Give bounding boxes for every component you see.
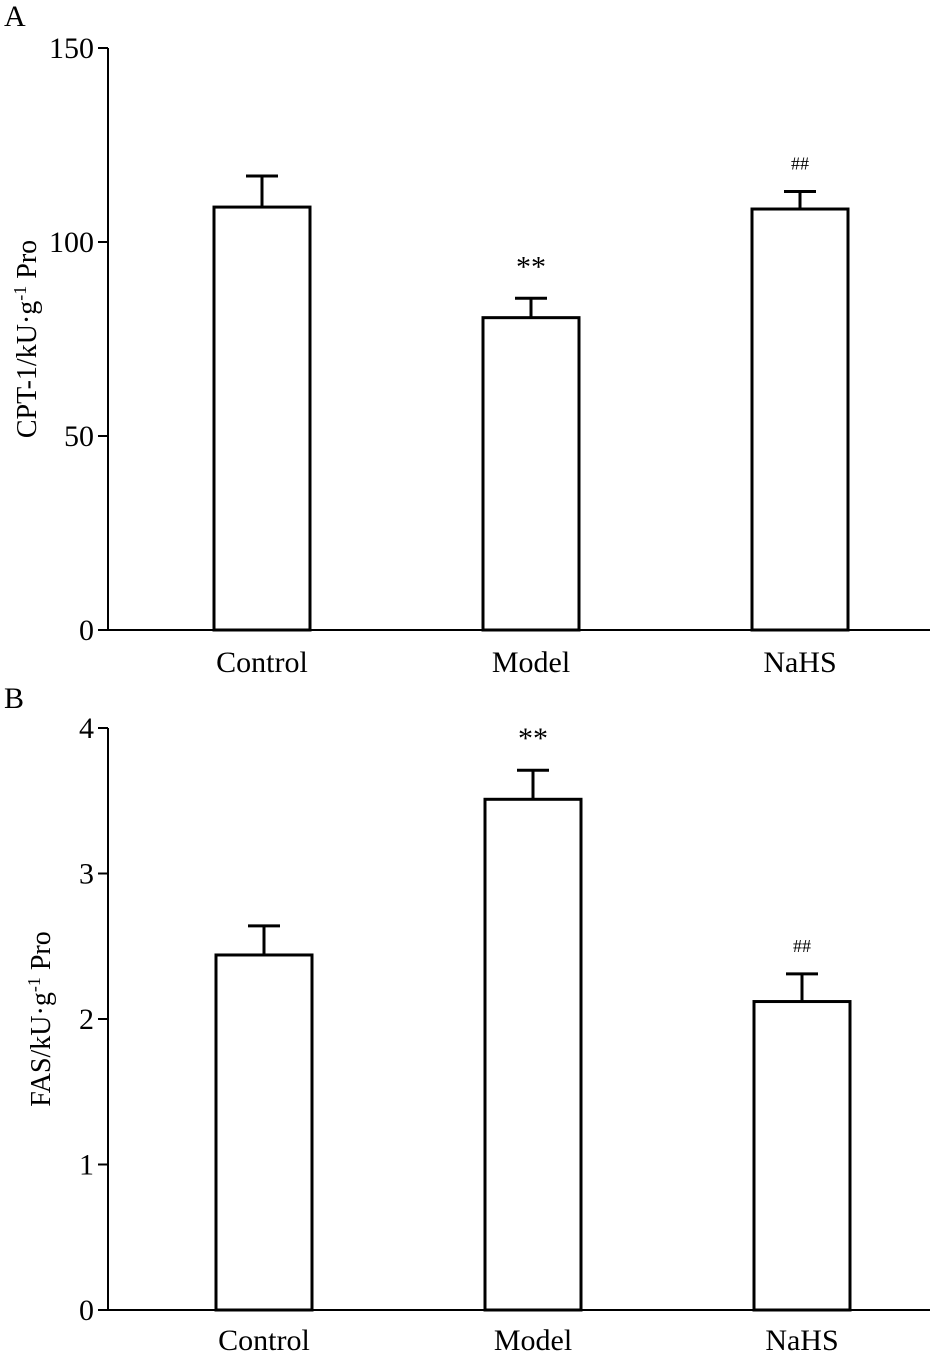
significance-nahs: ##: [791, 154, 809, 174]
y-tick-label: 3: [79, 858, 94, 891]
y-axis-label: FAS/kU·g-1 Pro: [24, 931, 57, 1107]
y-tick-label: 0: [79, 614, 94, 647]
significance-nahs: ##: [793, 936, 811, 956]
y-tick-label: 2: [79, 1003, 94, 1036]
bar-control: [212, 205, 312, 632]
panel-label: A: [4, 0, 26, 33]
bar-model: [481, 316, 581, 632]
category-label-control: Control: [218, 1324, 310, 1352]
category-label-nahs: NaHS: [763, 646, 836, 679]
category-label-model: Model: [494, 1324, 572, 1352]
y-tick-label: 0: [79, 1294, 94, 1327]
y-axis-label: CPT-1/kU·g-1 Pro: [10, 240, 43, 438]
category-label-nahs: NaHS: [765, 1324, 838, 1352]
y-tick-label: 150: [49, 32, 94, 65]
panel-label: B: [4, 682, 24, 715]
bar-nahs: [752, 1000, 852, 1312]
significance-model: **: [518, 722, 548, 755]
panel-b: B 0 1 2 3 4 FAS/kU·g-1 Pro Control ** Model ## NaHS: [4, 682, 930, 1352]
y-tick-label: 100: [49, 226, 94, 259]
bar-nahs: [750, 207, 850, 632]
bar-model: [483, 797, 583, 1312]
bar-control: [214, 953, 314, 1312]
category-label-model: Model: [492, 646, 570, 679]
significance-model: **: [516, 250, 546, 283]
category-label-control: Control: [216, 646, 308, 679]
y-tick-label: 1: [79, 1149, 94, 1182]
y-tick-label: 4: [79, 712, 94, 745]
y-tick-label: 50: [64, 420, 94, 453]
panel-a: A 0 50 100 150 CPT-1/kU·g-1 Pro Control ** Model…: [4, 0, 930, 679]
